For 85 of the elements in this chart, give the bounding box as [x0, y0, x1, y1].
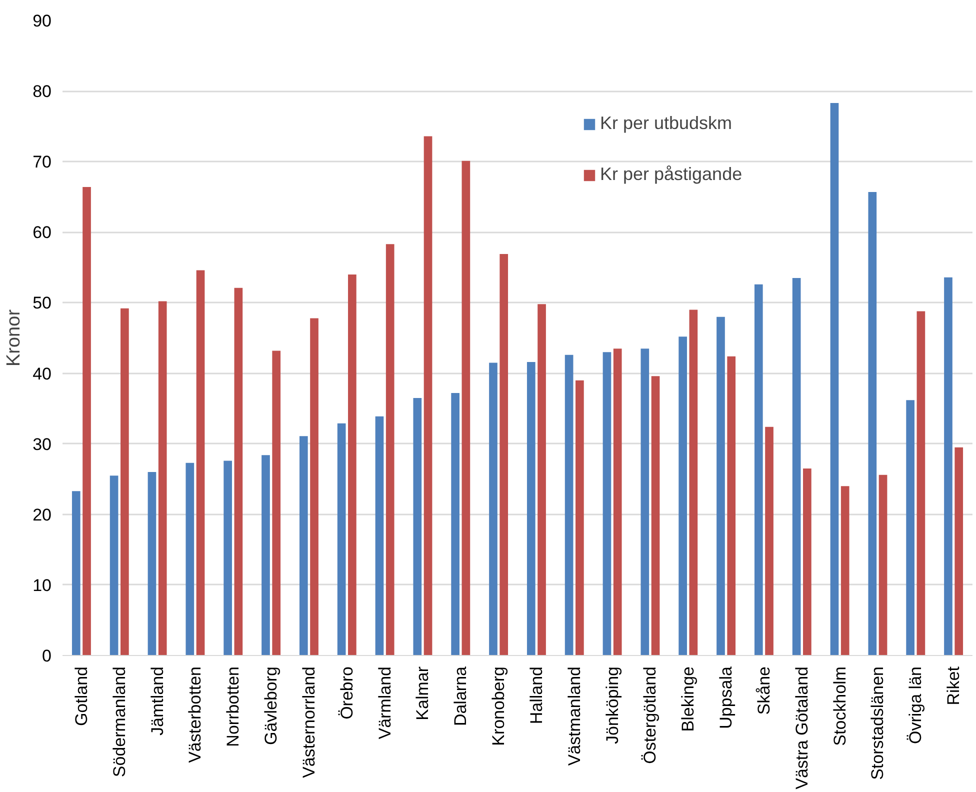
x-tick-label: Södermanland — [110, 666, 129, 778]
bar — [944, 277, 952, 656]
x-tick-label: Halland — [526, 666, 546, 724]
x-tick-label: Gävleborg — [262, 666, 281, 745]
bar — [792, 278, 801, 656]
bar — [158, 301, 167, 656]
x-tick-label: Kronoberg — [489, 666, 508, 746]
bar — [564, 354, 574, 656]
y-tick-label: 90 — [32, 12, 52, 30]
x-tick-label: Övriga län — [906, 666, 926, 744]
bar — [878, 474, 888, 656]
bar — [613, 348, 622, 656]
y-axis-title: Kronor — [4, 308, 25, 367]
y-tick-label: 70 — [32, 152, 52, 172]
bar — [576, 380, 584, 656]
y-tick-label: 50 — [32, 294, 52, 313]
bar — [72, 491, 80, 656]
x-tick-label: Västernorrland — [299, 666, 318, 778]
bar — [716, 316, 725, 656]
x-tick-label: Gotland — [72, 666, 91, 726]
bar — [602, 352, 612, 656]
x-tick-label: Östergötland — [640, 666, 660, 764]
bar — [906, 400, 914, 656]
bar — [538, 304, 546, 656]
x-tick-label: Jönköping — [602, 666, 622, 744]
bar — [916, 311, 926, 656]
bar — [526, 362, 536, 656]
x-tick-label: Örebro — [337, 666, 356, 720]
bar — [424, 136, 432, 656]
bar — [765, 426, 774, 656]
bar — [640, 348, 650, 656]
bar — [830, 103, 839, 656]
bar — [727, 356, 736, 656]
x-tick-label: Västra Götaland — [792, 666, 812, 790]
bar — [224, 460, 232, 656]
bar — [489, 362, 498, 656]
x-tick-label: Riket — [944, 666, 964, 706]
bar — [148, 472, 156, 656]
x-tick-label: Västerbotten — [186, 666, 205, 763]
bar — [678, 336, 687, 656]
x-tick-label: Dalarna — [451, 666, 470, 726]
x-tick-label: Stockholm — [830, 666, 850, 746]
bar — [386, 244, 394, 656]
bar — [310, 318, 318, 656]
x-tick-label: Värmland — [375, 666, 394, 740]
x-tick-label: Blekinge — [678, 666, 698, 732]
bar — [651, 376, 660, 656]
bar — [272, 350, 281, 656]
x-tick-label: Västmanland — [564, 666, 584, 766]
bar — [82, 187, 91, 656]
y-tick-label: 20 — [32, 505, 52, 524]
x-tick-label: Jämtland — [148, 666, 167, 736]
bar — [196, 270, 205, 656]
y-tick-label: 60 — [32, 223, 52, 242]
bar — [689, 310, 698, 656]
bar — [120, 308, 129, 656]
bar — [337, 423, 346, 656]
x-tick-label: Uppsala — [716, 666, 736, 729]
bar — [954, 447, 964, 656]
y-tick-label: 0 — [42, 646, 52, 666]
x-tick-label: Skåne — [754, 666, 774, 715]
bar — [110, 476, 118, 656]
x-tick-label: Kalmar — [413, 666, 432, 720]
legend-label: Kr per påstigande — [600, 164, 742, 185]
y-tick-label: 10 — [32, 576, 52, 595]
bar — [754, 284, 763, 656]
bar — [348, 274, 356, 656]
bar — [413, 398, 422, 656]
bar — [462, 160, 470, 656]
y-tick-label: 40 — [32, 364, 52, 384]
bar — [299, 436, 308, 656]
legend-label: Kr per utbudskm — [600, 113, 732, 134]
bar — [868, 192, 877, 656]
bar — [500, 254, 508, 656]
bar — [234, 288, 243, 656]
bar — [186, 462, 194, 656]
bar — [840, 486, 850, 656]
bar — [262, 455, 270, 656]
bar — [803, 468, 812, 656]
y-tick-label: 80 — [32, 82, 52, 102]
x-tick-label: Norrbotten — [224, 666, 243, 747]
x-tick-label: Storstadslänen — [868, 666, 888, 780]
bar — [451, 393, 460, 656]
y-tick-label: 30 — [32, 434, 52, 454]
bar — [375, 416, 384, 656]
